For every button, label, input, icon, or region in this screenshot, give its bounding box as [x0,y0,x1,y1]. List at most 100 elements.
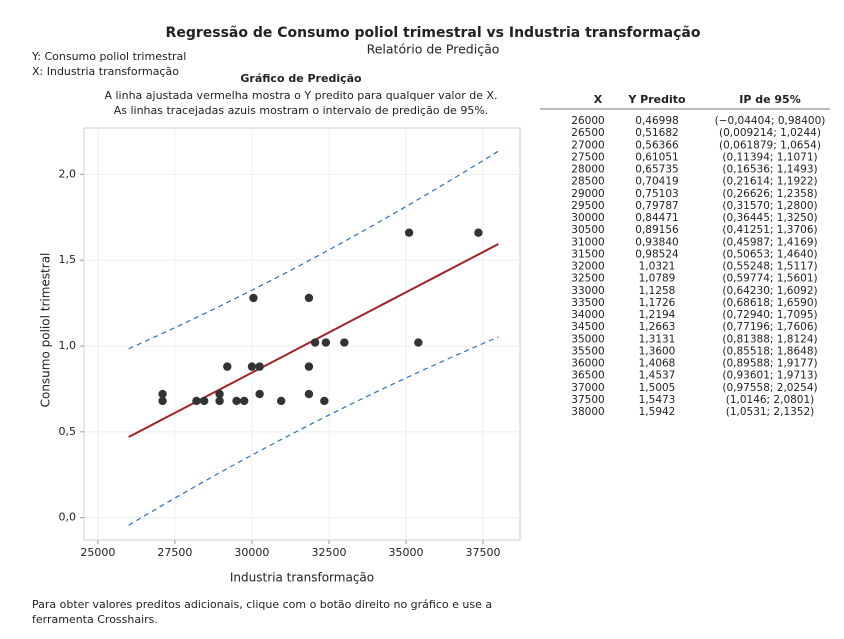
y-tick-label: 2,0 [59,167,77,180]
x-tick-label: 27500 [157,546,192,559]
x-tick-label: 30000 [234,546,269,559]
data-point [310,338,320,347]
table-cell: (1,0146; 2,0801) [726,394,815,406]
data-point [247,362,257,371]
table-cell: (0,41251; 1,3706) [722,224,817,236]
data-point [304,293,314,303]
table-cell: 33500 [571,297,604,309]
table-cell: (0,59774; 1,5601) [722,273,817,285]
table-cell: 37500 [571,394,604,406]
table-cell: 1,3600 [639,345,676,357]
table-cell: (0,36445; 1,3250) [722,212,817,224]
table-cell: 0,65735 [635,164,678,176]
data-point [158,389,167,399]
table-cell: 0,70419 [635,176,678,188]
table-cell: (0,93601; 1,9713) [722,370,817,382]
chart-subtitle: A linha ajustada vermelha mostra o Y pre… [104,89,497,102]
table-cell: 1,1258 [639,285,676,297]
data-point [255,362,264,371]
table-cell: (0,16536; 1,1493) [722,164,817,176]
table-cell: 1,4068 [639,358,676,370]
data-point [232,396,241,406]
x-tick-label: 37500 [466,546,501,559]
report-title: Regressão de Consumo poliol trimestral v… [166,25,701,41]
table-cell: (0,21614; 1,1922) [722,176,817,188]
table-cell: (1,0531; 2,1352) [726,406,815,418]
data-point [249,293,258,303]
table-cell: 0,84471 [635,212,678,224]
data-point [321,338,331,347]
table-cell: 34500 [571,321,604,333]
table-cell: (0,11394; 1,1071) [722,151,817,163]
table-cell: 1,2663 [639,321,676,333]
y-tick-label: 0,5 [59,425,77,438]
pi-upper-line [128,150,499,350]
table-cell: 1,3131 [639,333,676,345]
table-cell: 1,0321 [639,261,676,273]
data-point [414,338,423,347]
table-cell: 30500 [571,224,604,236]
table-cell: (0,64230; 1,6092) [722,285,817,297]
table-header: IP de 95% [739,93,800,106]
table-cell: (0,55248; 1,5117) [722,261,817,273]
table-cell: 0,89156 [635,224,679,236]
data-point [215,389,224,399]
y-tick-label: 1,0 [59,339,77,352]
table-cell: 0,46998 [635,115,678,127]
table-cell: (0,89588; 1,9177) [722,358,817,370]
table-cell: 33000 [571,285,604,297]
table-header: Y Predito [627,93,686,106]
table-cell: 34000 [571,309,604,321]
data-point [304,362,314,371]
y-axis-label: Consumo poliol trimestral [39,253,53,408]
data-point [192,396,201,406]
table-cell: (0,061879; 1,0654) [719,139,821,151]
data-point [340,338,349,347]
table-cell: 36500 [571,370,604,382]
table-cell: 32000 [571,261,604,273]
footer-note: Para obter valores preditos adicionais, … [32,598,492,611]
data-point [158,396,167,406]
data-point [320,396,329,406]
footer-note: ferramenta Crosshairs. [32,613,158,626]
table-cell: 0,93840 [635,236,678,248]
data-point [304,389,314,399]
table-cell: 29000 [571,188,604,200]
table-cell: 29500 [571,200,604,212]
x-axis-label: Industria transformação [230,571,374,585]
y-tick-label: 1,5 [59,253,77,266]
x-variable: X: Industria transformação [32,65,179,78]
x-tick-label: 35000 [388,546,423,559]
data-point [223,362,232,371]
table-cell: (0,77196; 1,7606) [722,321,817,333]
table-cell: 35500 [571,345,604,357]
data-point [255,389,264,399]
table-cell: 26500 [571,127,604,139]
table-cell: 1,1726 [639,297,676,309]
table-cell: 1,2194 [639,309,676,321]
data-point [277,396,286,406]
table-cell: 37000 [571,382,604,394]
table-cell: 0,56366 [635,139,679,151]
table-cell: 0,75103 [635,188,678,200]
table-cell: 1,5942 [639,406,676,418]
pi-lower-line [128,336,499,526]
data-point [199,396,209,406]
table-cell: 26000 [571,115,604,127]
table-cell: 28000 [571,164,604,176]
table-cell: 0,98524 [635,248,679,260]
table-cell: (0,97558; 2,0254) [722,382,817,394]
chart-subtitle: As linhas tracejadas azuis mostram o int… [114,104,489,117]
table-cell: (0,72940; 1,7095) [722,309,817,321]
table-header: X [594,93,603,106]
y-tick-label: 0,0 [59,511,77,524]
plot-area [83,127,521,541]
data-point [215,396,224,406]
table-cell: 31500 [571,248,604,260]
table-cell: (0,81388; 1,8124) [722,333,817,345]
table-cell: 1,5005 [639,382,676,394]
data-point [474,228,483,237]
table-cell: 1,0789 [639,273,676,285]
table-cell: 30000 [571,212,604,224]
